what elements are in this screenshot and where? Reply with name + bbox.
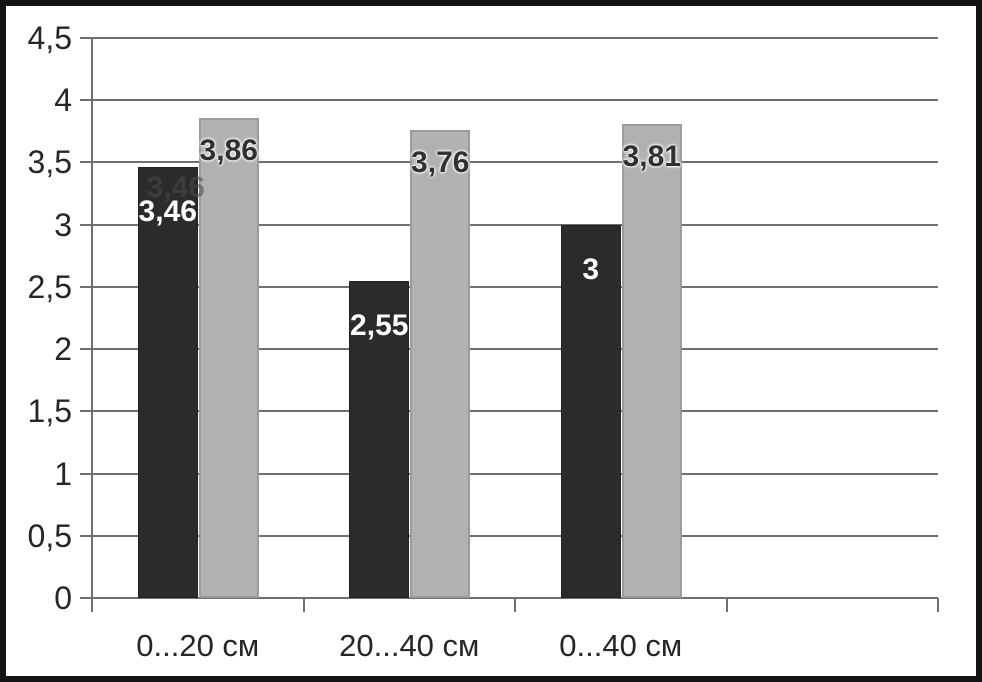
dark-series-bar [560, 224, 621, 598]
dark-series-bar [349, 280, 410, 598]
y-axis-line [91, 38, 93, 612]
dark-series-data-label: 2,55 [350, 308, 409, 342]
plot-area: 0 0,5 1 1,5 2 2,5 3 3,5 4 4,5 0...20 см 20...40 см 0… [6, 6, 976, 676]
y-axis-tick-label: 2 [54, 331, 72, 368]
x-axis-tick [91, 598, 93, 612]
y-axis-tick [80, 223, 92, 226]
y-gridline [92, 534, 938, 537]
y-axis-tick-label: 2,5 [27, 268, 72, 305]
y-axis-tick-label: 1,5 [27, 393, 72, 430]
y-axis-tick [80, 37, 92, 39]
y-axis-tick [80, 161, 92, 164]
y-axis-tick-label: 1 [54, 455, 72, 492]
y-axis-tick-label: 4,5 [27, 20, 72, 56]
light-series-bar [621, 123, 682, 598]
y-axis-tick-label: 0,5 [27, 517, 72, 554]
dark-series-data-label: 3,46 [138, 195, 197, 229]
y-axis-tick-label: 3,5 [27, 144, 72, 181]
dark-series-data-label: 3 [582, 252, 600, 286]
light-series-data-label: 3,76 [411, 146, 470, 180]
x-axis-tick [937, 598, 939, 612]
y-gridline [92, 348, 938, 351]
x-axis-tick [725, 598, 728, 612]
dark-series-bar [137, 167, 198, 598]
y-gridline [92, 410, 938, 413]
y-axis-tick [80, 99, 92, 102]
y-gridline [92, 99, 938, 102]
y-axis-tick-label: 3 [54, 206, 72, 243]
y-axis-tick [80, 285, 92, 288]
light-series-bar [198, 117, 259, 598]
x-axis-category-label: 20...40 см [339, 628, 480, 663]
y-axis-tick [80, 597, 92, 599]
light-series-data-label: 3,86 [199, 133, 258, 167]
x-axis-category-label: 0...40 см [559, 628, 683, 663]
x-axis-tick [514, 598, 516, 612]
y-gridline [92, 161, 938, 164]
light-series-data-label: 3,81 [622, 139, 681, 173]
y-gridline [92, 285, 938, 288]
y-gridline [92, 37, 938, 39]
y-axis-tick-label: 0 [54, 580, 72, 616]
y-gridline [92, 223, 938, 226]
y-axis-tick [80, 534, 92, 537]
y-axis-tick-label: 4 [54, 82, 72, 119]
x-axis-tick [302, 598, 305, 612]
y-axis-tick [80, 348, 92, 351]
ghost-data-label: 3,46 [146, 171, 205, 205]
x-axis-category-label: 0...20 см [136, 628, 260, 663]
light-series-bar [410, 130, 471, 598]
y-gridline [92, 472, 938, 475]
y-axis-tick [80, 410, 92, 413]
y-axis-tick [80, 472, 92, 475]
